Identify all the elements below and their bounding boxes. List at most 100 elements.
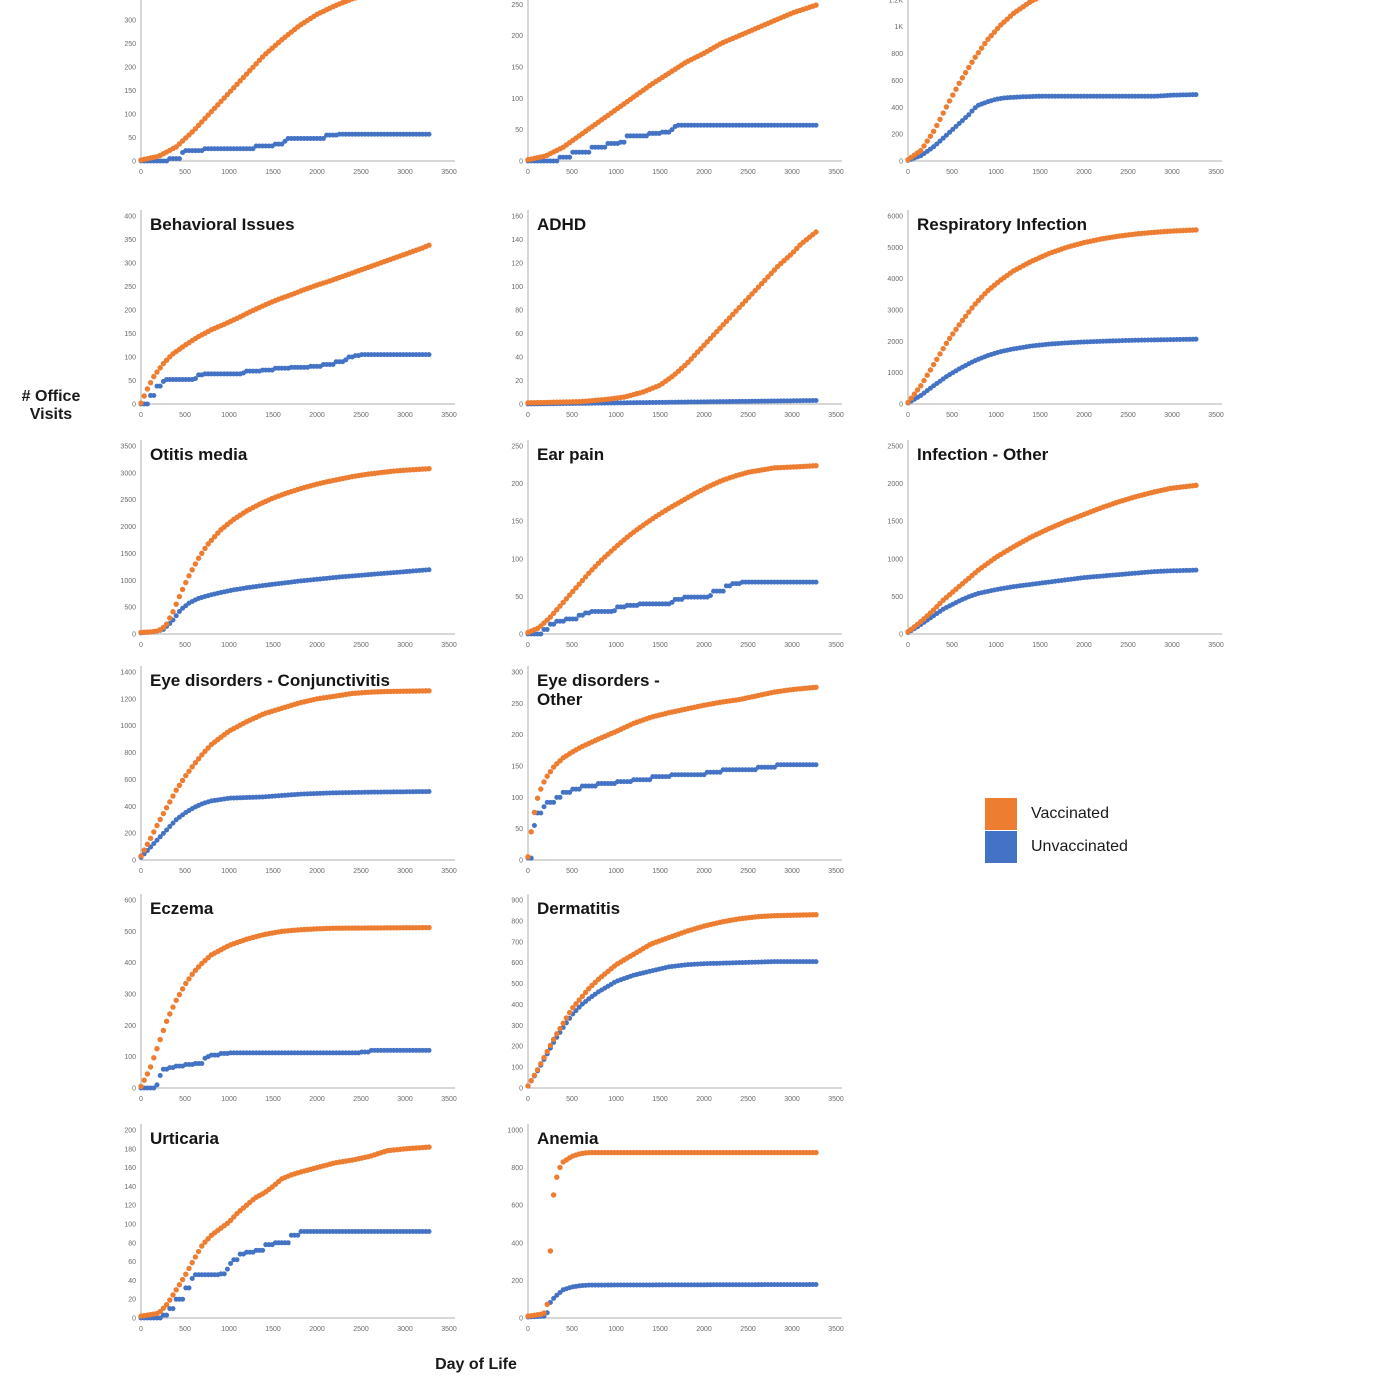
x-tick-label: 1000 [608, 868, 624, 875]
series-vaccinated [525, 1149, 819, 1319]
series-vaccinated [138, 242, 432, 406]
series-unvaccinated [905, 567, 1199, 635]
x-tick-label: 500 [179, 1096, 191, 1103]
y-tick-label: 160 [124, 1165, 136, 1172]
y-tick-label: 20 [515, 378, 523, 385]
x-tick-label: 2000 [1076, 642, 1092, 649]
y-tick-label: 2000 [887, 339, 903, 346]
chart-adhd: 0 20 40 60 80 100 120 140 160 0 500 1000 1500 2000 250… [492, 208, 852, 436]
x-tick-label: 1000 [988, 642, 1004, 649]
x-tick-label: 0 [139, 169, 143, 176]
y-tick-label: 500 [124, 929, 136, 936]
y-tick-label: 5000 [887, 245, 903, 252]
x-tick-label: 2000 [696, 868, 712, 875]
x-tick-label: 2500 [740, 1326, 756, 1333]
y-tick-label: 0 [132, 858, 136, 865]
x-tick-label: 500 [179, 169, 191, 176]
x-tick-label: 3500 [1208, 642, 1224, 649]
y-tick-label: 0 [899, 159, 903, 166]
y-tick-label: 500 [511, 981, 523, 988]
x-tick-label: 3500 [828, 169, 844, 176]
series-vaccinated [138, 1144, 432, 1319]
x-tick-label: 1000 [988, 169, 1004, 176]
y-tick-label: 100 [511, 1065, 523, 1072]
x-tick-label: 0 [139, 1326, 143, 1333]
x-tick-label: 2000 [309, 642, 325, 649]
x-tick-label: 3500 [441, 169, 457, 176]
x-tick-label: 1500 [1032, 412, 1048, 419]
y-tick-label: 350 [124, 237, 136, 244]
x-tick-label: 3500 [1208, 412, 1224, 419]
x-tick-label: 3000 [397, 868, 413, 875]
y-tick-label: 100 [511, 96, 523, 103]
chart-eczema: 0 100 200 300 400 500 600 0 500 1000 1500 2000 2500 3… [105, 892, 465, 1120]
chart-svg-infection-other: 0 500 1000 1500 2000 2500 0 500 1000 1500 2000 2500… [887, 440, 1224, 649]
x-tick-label: 1500 [1032, 642, 1048, 649]
y-tick-label: 800 [891, 51, 903, 58]
x-tick-label: 3500 [441, 1096, 457, 1103]
y-tick-label: 100 [124, 1222, 136, 1229]
y-tick-label: 1.2K [889, 0, 904, 4]
y-tick-label: 0 [899, 632, 903, 639]
x-tick-label: 1000 [221, 412, 237, 419]
y-tick-label: 200 [124, 1023, 136, 1030]
chart-title: Urticaria [150, 1129, 220, 1148]
y-tick-label: 50 [515, 127, 523, 134]
x-tick-label: 2500 [353, 1326, 369, 1333]
y-tick-label: 200 [511, 33, 523, 40]
y-tick-label: 250 [124, 284, 136, 291]
y-tick-label: 200 [511, 481, 523, 488]
x-tick-label: 3500 [828, 412, 844, 419]
x-tick-label: 1000 [608, 642, 624, 649]
y-tick-label: 300 [124, 992, 136, 999]
x-tick-label: 3500 [441, 412, 457, 419]
y-tick-label: 4000 [887, 276, 903, 283]
chart-ear-pain: 0 50 100 150 200 250 0 500 1000 1500 2000 2500 3000 3… [492, 438, 852, 666]
chart-svg-eye-disorders-conjunctivitis: 0 200 400 600 800 1000 1200 1400 0 500 1000 1500 200… [120, 666, 457, 875]
y-tick-label: 20 [128, 1297, 136, 1304]
x-tick-label: 3500 [828, 642, 844, 649]
x-tick-label: 1500 [265, 642, 281, 649]
series-unvaccinated [138, 789, 432, 860]
y-tick-label: 200 [124, 308, 136, 315]
x-axis-label: Day of Life [435, 1356, 517, 1373]
y-tick-label: 2000 [120, 524, 136, 531]
y-tick-label: 1000 [887, 370, 903, 377]
x-tick-label: 3500 [828, 868, 844, 875]
y-tick-label: 200 [511, 732, 523, 739]
chart-title: Eye disorders - Conjunctivitis [150, 671, 390, 690]
y-tick-label: 1000 [120, 578, 136, 585]
y-axis-label: # Office Visits [21, 388, 81, 424]
y-tick-label: 80 [128, 1240, 136, 1247]
y-tick-label: 700 [511, 939, 523, 946]
x-tick-label: 2500 [740, 1096, 756, 1103]
x-tick-label: 1500 [652, 412, 668, 419]
x-tick-label: 1000 [608, 1326, 624, 1333]
chart-title: Anemia [537, 1129, 599, 1148]
x-tick-label: 1500 [265, 868, 281, 875]
y-tick-label: 1K [894, 24, 903, 31]
chart-title: Eye disorders - [537, 671, 660, 690]
chart-title: Infection - Other [917, 445, 1049, 464]
y-tick-label: 800 [124, 750, 136, 757]
chart-dermatitis: 0 100 200 300 400 500 600 700 800 900 0 500 1000 1500… [492, 892, 852, 1120]
y-tick-label: 300 [511, 1023, 523, 1030]
x-tick-label: 3500 [828, 1326, 844, 1333]
x-tick-label: 3000 [784, 412, 800, 419]
x-tick-label: 1500 [652, 868, 668, 875]
series-unvaccinated [905, 336, 1199, 406]
chart-svg-untitled-top-1: 0501001502002503003504000500100015002000… [124, 0, 457, 176]
y-tick-label: 250 [511, 2, 523, 9]
x-tick-label: 500 [179, 412, 191, 419]
series-vaccinated [138, 0, 358, 163]
y-tick-label: 600 [511, 1203, 523, 1210]
x-tick-label: 3500 [1208, 169, 1224, 176]
x-tick-label: 1500 [265, 412, 281, 419]
chart-title: Otitis media [150, 445, 248, 464]
y-tick-label: 150 [124, 331, 136, 338]
x-tick-label: 2500 [1120, 412, 1136, 419]
x-tick-label: 3000 [784, 642, 800, 649]
legend-label-vaccinated: Vaccinated [1031, 804, 1109, 822]
chart-untitled-top-2: 0501001502002503000500100015002000250030… [492, 0, 852, 193]
y-tick-label: 150 [511, 65, 523, 72]
